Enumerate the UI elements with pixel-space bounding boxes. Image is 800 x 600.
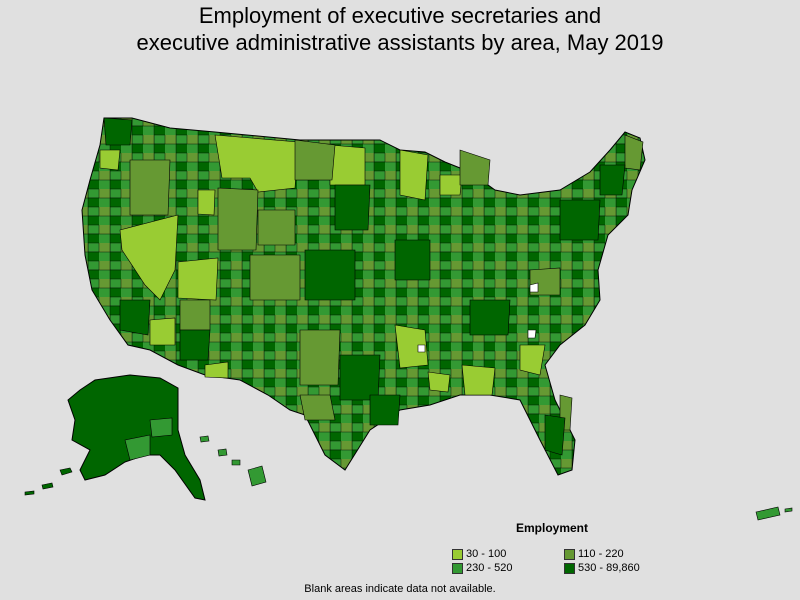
legend-label: 530 - 89,860 [578, 562, 640, 574]
legend-item-110-220: 110 - 220 [564, 548, 624, 560]
title-line-1: Employment of executive secretaries and [198, 3, 602, 28]
legend-swatch [564, 548, 575, 560]
no-data-areas [417, 282, 539, 353]
region-30-100 [99, 134, 546, 396]
legend-title: Employment [516, 521, 589, 535]
legend-swatch [452, 562, 463, 574]
legend-swatch [452, 548, 463, 560]
title-line-2: executive administrative assistants by a… [136, 30, 664, 55]
legend-label: 30 - 100 [466, 548, 507, 560]
legend-label: 110 - 220 [578, 548, 624, 560]
alaska-regions [124, 417, 173, 461]
legend-label: 230 - 520 [466, 562, 513, 574]
aleutian-islands [24, 467, 73, 496]
legend-item-30-100: 30 - 100 [452, 548, 506, 560]
legend-item-530-89860: 530 - 89,860 [564, 562, 640, 574]
map-title: Employment of executive secretaries and … [0, 2, 800, 56]
hawaii [199, 435, 267, 487]
puerto-rico [755, 506, 793, 521]
legend-item-230-520: 230 - 520 [452, 562, 512, 574]
footnote: Blank areas indicate data not available. [304, 583, 496, 595]
map-legend: Employment 30 - 100 110 - 220 230 - 520 … [452, 521, 692, 579]
region-530-plus [103, 117, 626, 456]
legend-swatch [564, 562, 575, 574]
